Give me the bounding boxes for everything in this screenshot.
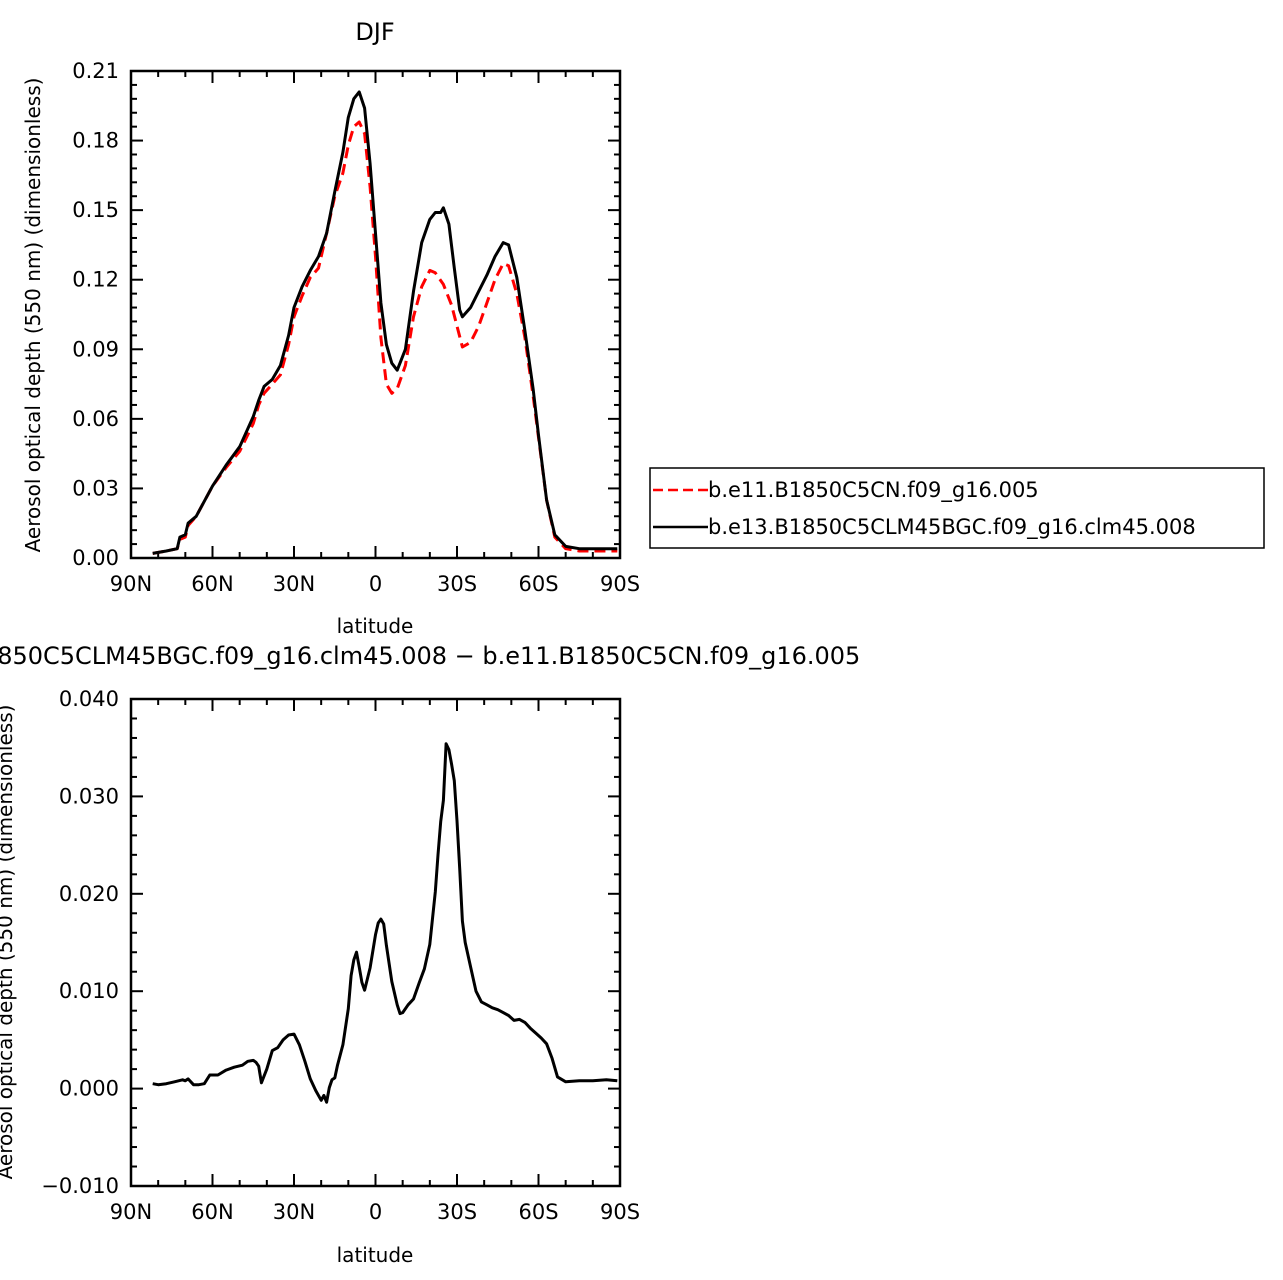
- bottom-x-tick-label: 30S: [437, 1200, 477, 1224]
- legend-label-series-1: b.e11.B1850C5CN.f09_g16.005: [708, 478, 1039, 503]
- legend-box: [649, 467, 1265, 549]
- top-y-tick-label: 0.21: [72, 59, 119, 83]
- top-panel: DJF 90N 60N 30N 0 30S 60S 90S 0.00 0.03 0.06 0.09 0…: [21, 18, 640, 638]
- top-x-axis-label: latitude: [337, 614, 414, 638]
- top-series-group: [152, 90, 618, 555]
- top-y-tick-label: 0.18: [72, 129, 119, 153]
- bottom-x-tick-label: 90S: [600, 1200, 640, 1224]
- top-chart-title: DJF: [355, 18, 394, 46]
- top-y-tick-label: 0.12: [72, 268, 119, 292]
- bottom-y-tick-label: 0.030: [59, 784, 119, 808]
- bottom-y-tick-label: −0.010: [41, 1174, 119, 1198]
- bottom-x-tick-label: 90N: [110, 1200, 152, 1224]
- bottom-panel: b.e13.B1850C5CLM45BGC.f09_g16.clm45.008 …: [0, 642, 860, 1267]
- top-y-tick-label: 0.06: [72, 407, 119, 431]
- top-y-tick-label: 0.09: [72, 337, 119, 361]
- top-series-line-2: [152, 90, 618, 555]
- top-plot-frame: [129, 69, 622, 560]
- bottom-series-group: [152, 742, 618, 1104]
- top-x-tick-label: 90S: [600, 572, 640, 596]
- top-x-tick-label: 60S: [518, 572, 558, 596]
- bottom-y-tick-label: 0.010: [59, 979, 119, 1003]
- bottom-y-tick-label: 0.000: [59, 1077, 119, 1101]
- top-y-axis-label: Aerosol optical depth (550 nm) (dimensio…: [21, 78, 45, 553]
- top-y-tick-label: 0.15: [72, 198, 119, 222]
- top-y-tick-label: 0.03: [72, 476, 119, 500]
- top-series-line-1: [152, 120, 618, 555]
- top-x-tick-label: 30S: [437, 572, 477, 596]
- bottom-y-axis-label: Aerosol optical depth (550 nm) (dimensio…: [0, 705, 17, 1180]
- bottom-chart-title: b.e13.B1850C5CLM45BGC.f09_g16.clm45.008 …: [0, 642, 860, 670]
- top-axis-ticks: 90N 60N 30N 0 30S 60S 90S 0.00 0.03 0.06 0.09 0.12 0…: [72, 59, 640, 596]
- legend-label-series-2: b.e13.B1850C5CLM45BGC.f09_g16.clm45.008: [708, 515, 1196, 540]
- bottom-x-tick-label: 30N: [273, 1200, 315, 1224]
- bottom-x-tick-label: 60S: [518, 1200, 558, 1224]
- bottom-x-tick-label: 60N: [191, 1200, 233, 1224]
- top-x-tick-label: 60N: [191, 572, 233, 596]
- bottom-x-axis-label: latitude: [337, 1243, 414, 1267]
- bottom-x-tick-label: 0: [369, 1200, 382, 1224]
- top-y-tick-label: 0.00: [72, 546, 119, 570]
- top-x-tick-label: 90N: [110, 572, 152, 596]
- legend: b.e11.B1850C5CN.f09_g16.005 b.e13.B1850C…: [649, 467, 1265, 549]
- bottom-y-tick-label: 0.020: [59, 882, 119, 906]
- bottom-y-tick-label: 0.040: [59, 687, 119, 711]
- top-x-tick-label: 0: [369, 572, 382, 596]
- bottom-plot-frame: [129, 697, 622, 1188]
- bottom-series-line-1: [152, 742, 618, 1104]
- top-x-tick-label: 30N: [273, 572, 315, 596]
